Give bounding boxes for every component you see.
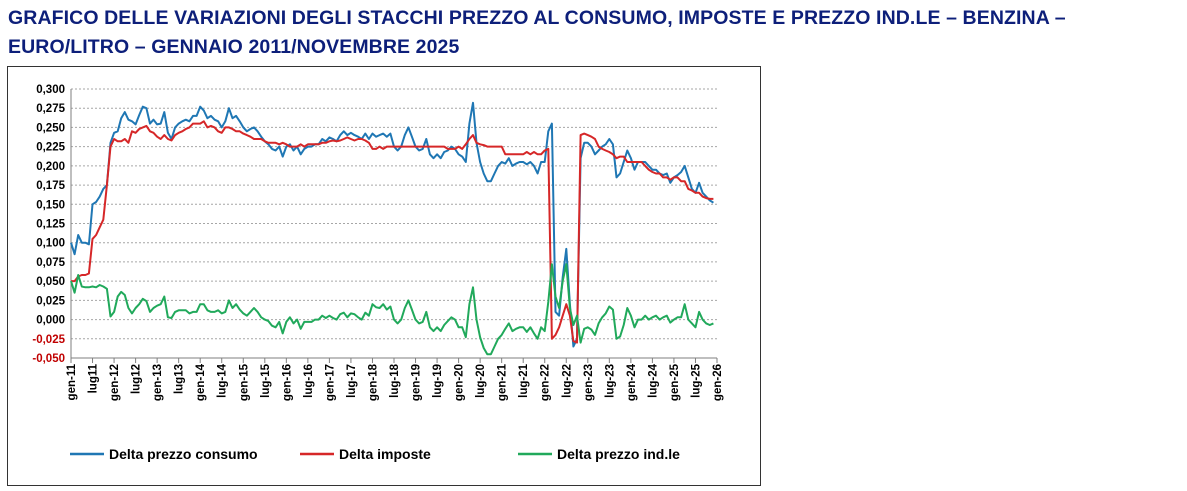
x-tick-label: lug-15 bbox=[260, 363, 272, 397]
x-tick-label: lug-23 bbox=[604, 364, 616, 398]
chart-area: 0,300 0,275 0,250 0,225 0,200 0,175 0,150 0,125… bbox=[7, 66, 761, 486]
x-tick-label: gen-13 bbox=[152, 364, 164, 401]
x-tick-label: gen-14 bbox=[195, 363, 207, 401]
line-chart: 0,300 0,275 0,250 0,225 0,200 0,175 0,150 0,125… bbox=[32, 84, 724, 462]
x-tick-label: lug-24 bbox=[647, 363, 659, 397]
series-line-consumo bbox=[70, 101, 714, 348]
y-tick-label: 0,050 bbox=[36, 276, 65, 288]
x-tick-label: gen-15 bbox=[238, 363, 250, 401]
x-tick-label: gen-21 bbox=[497, 363, 509, 401]
x-tick-label: lug-20 bbox=[475, 364, 487, 398]
y-tick-label: 0,100 bbox=[36, 238, 65, 250]
legend-label-industriale: Delta prezzo ind.le bbox=[557, 446, 680, 462]
x-tick-label: gen-20 bbox=[454, 364, 466, 401]
x-tick-label: gen-25 bbox=[669, 363, 681, 401]
x-tick-label: gen-17 bbox=[324, 364, 336, 401]
y-tick-label: 0,125 bbox=[36, 219, 65, 231]
x-tick-label: lug-16 bbox=[303, 364, 315, 398]
y-tick-label: -0,050 bbox=[32, 353, 65, 365]
x-tick-label: lug13 bbox=[174, 364, 186, 394]
y-tick-label: 0,250 bbox=[36, 122, 65, 134]
x-tick-label: lug-22 bbox=[561, 364, 573, 398]
legend-label-consumo: Delta prezzo consumo bbox=[109, 446, 258, 462]
series-line-industriale bbox=[70, 263, 714, 356]
x-tick-label: gen-11 bbox=[66, 363, 78, 400]
y-tick-label: 0,150 bbox=[36, 199, 65, 211]
x-tick-label: gen-19 bbox=[411, 364, 423, 401]
x-tick-label: gen-12 bbox=[109, 364, 121, 401]
y-tick-label: 0,300 bbox=[36, 84, 65, 96]
x-tick-label: gen-26 bbox=[712, 364, 724, 401]
x-tick-label: lug-17 bbox=[346, 364, 358, 398]
x-tick-label: gen-16 bbox=[281, 364, 293, 401]
x-tick-label: gen-22 bbox=[540, 364, 552, 401]
x-tick-label: lug-25 bbox=[690, 363, 702, 397]
x-tick-label: gen-23 bbox=[583, 364, 595, 401]
x-tick-label: lug-14 bbox=[217, 363, 229, 397]
x-tick-label: lug-21 bbox=[518, 363, 530, 397]
x-tick-label: lug-19 bbox=[432, 364, 444, 398]
x-tick-label: lug12 bbox=[131, 364, 143, 394]
x-tick-label: lug-18 bbox=[389, 363, 401, 397]
y-tick-label: 0,275 bbox=[36, 103, 65, 115]
y-tick-label: 0,000 bbox=[36, 315, 65, 327]
x-tick-label: gen-18 bbox=[367, 363, 379, 401]
y-tick-label: 0,025 bbox=[36, 295, 65, 307]
legend-label-imposte: Delta imposte bbox=[339, 446, 431, 462]
series-line-imposte bbox=[71, 120, 714, 344]
y-tick-label: 0,075 bbox=[36, 257, 65, 269]
x-tick-label: lug11 bbox=[88, 363, 100, 393]
y-tick-label: 0,175 bbox=[36, 180, 65, 192]
x-tick-label: gen-24 bbox=[626, 363, 638, 401]
chart-title: GRAFICO DELLE VARIAZIONI DEGLI STACCHI P… bbox=[8, 7, 1066, 58]
y-tick-label: 0,225 bbox=[36, 142, 65, 154]
y-tick-label: 0,200 bbox=[36, 161, 65, 173]
y-tick-label: -0,025 bbox=[32, 334, 65, 346]
